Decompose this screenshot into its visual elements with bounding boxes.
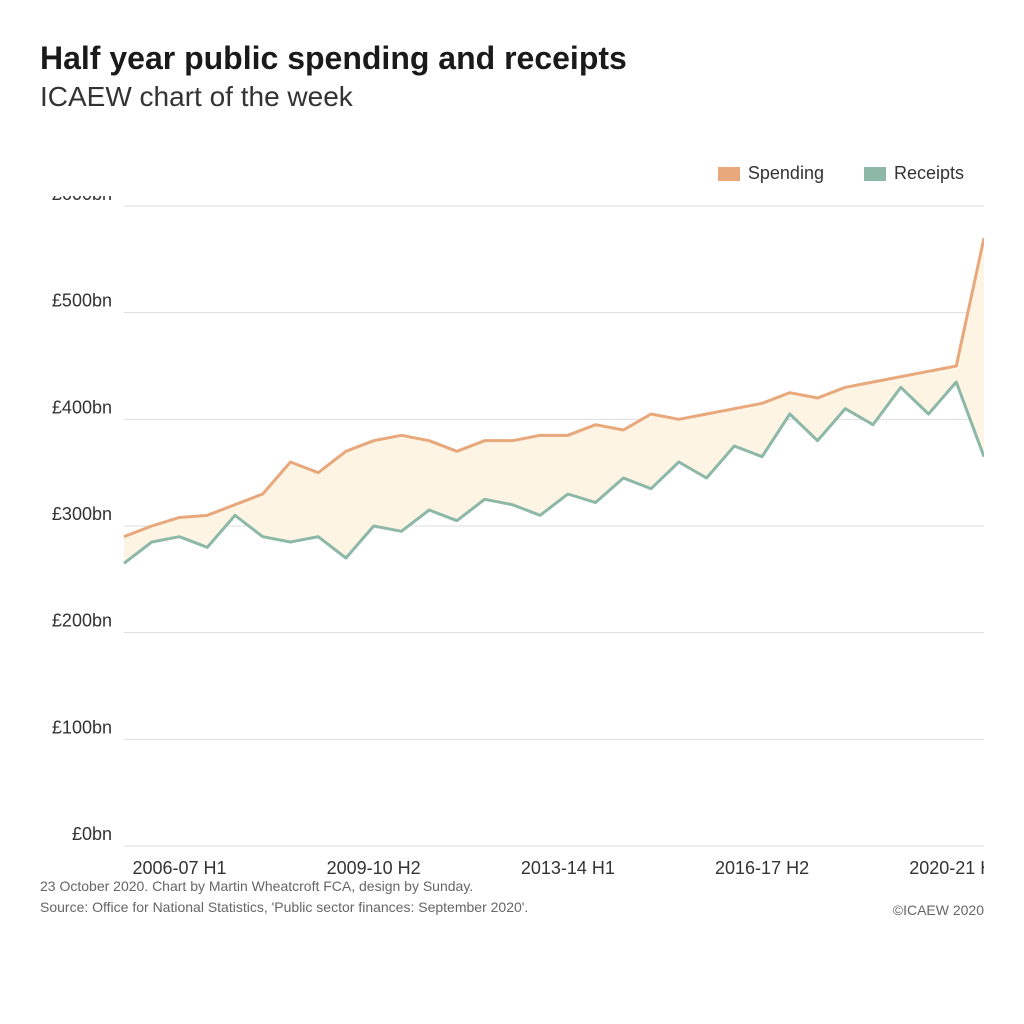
svg-text:£0bn: £0bn bbox=[72, 824, 112, 844]
svg-text:£500bn: £500bn bbox=[52, 291, 112, 311]
svg-text:2020-21 H1: 2020-21 H1 bbox=[909, 858, 984, 876]
svg-text:2009-10 H2: 2009-10 H2 bbox=[327, 858, 421, 876]
svg-text:£400bn: £400bn bbox=[52, 397, 112, 417]
chart-subtitle: ICAEW chart of the week bbox=[40, 81, 984, 113]
svg-text:2006-07 H1: 2006-07 H1 bbox=[132, 858, 226, 876]
legend: Spending Receipts bbox=[40, 163, 984, 184]
svg-text:2013-14 H1: 2013-14 H1 bbox=[521, 858, 615, 876]
legend-swatch-spending bbox=[718, 167, 740, 181]
chart-svg: £0bn £100bn £200bn £300bn £400bn £500bn £600bn… bbox=[40, 196, 984, 876]
legend-spending: Spending bbox=[718, 163, 824, 184]
footer-copyright: ©ICAEW 2020 bbox=[893, 902, 984, 918]
svg-text:£300bn: £300bn bbox=[52, 504, 112, 524]
chart-title: Half year public spending and receipts bbox=[40, 40, 984, 77]
legend-swatch-receipts bbox=[864, 167, 886, 181]
svg-text:£100bn: £100bn bbox=[52, 717, 112, 737]
svg-text:2016-17 H2: 2016-17 H2 bbox=[715, 858, 809, 876]
legend-receipts: Receipts bbox=[864, 163, 964, 184]
footer-line2: Source: Office for National Statistics, … bbox=[40, 897, 528, 918]
chart-area: £0bn£100bn£200bn£300bn£400bn£500bn£600bn… bbox=[40, 196, 984, 836]
legend-label-receipts: Receipts bbox=[894, 163, 964, 184]
footer-line1: 23 October 2020. Chart by Martin Wheatcr… bbox=[40, 876, 528, 897]
footer: 23 October 2020. Chart by Martin Wheatcr… bbox=[40, 876, 984, 918]
svg-text:£600bn: £600bn bbox=[52, 196, 112, 204]
footer-source: 23 October 2020. Chart by Martin Wheatcr… bbox=[40, 876, 528, 918]
legend-label-spending: Spending bbox=[748, 163, 824, 184]
svg-text:£200bn: £200bn bbox=[52, 611, 112, 631]
